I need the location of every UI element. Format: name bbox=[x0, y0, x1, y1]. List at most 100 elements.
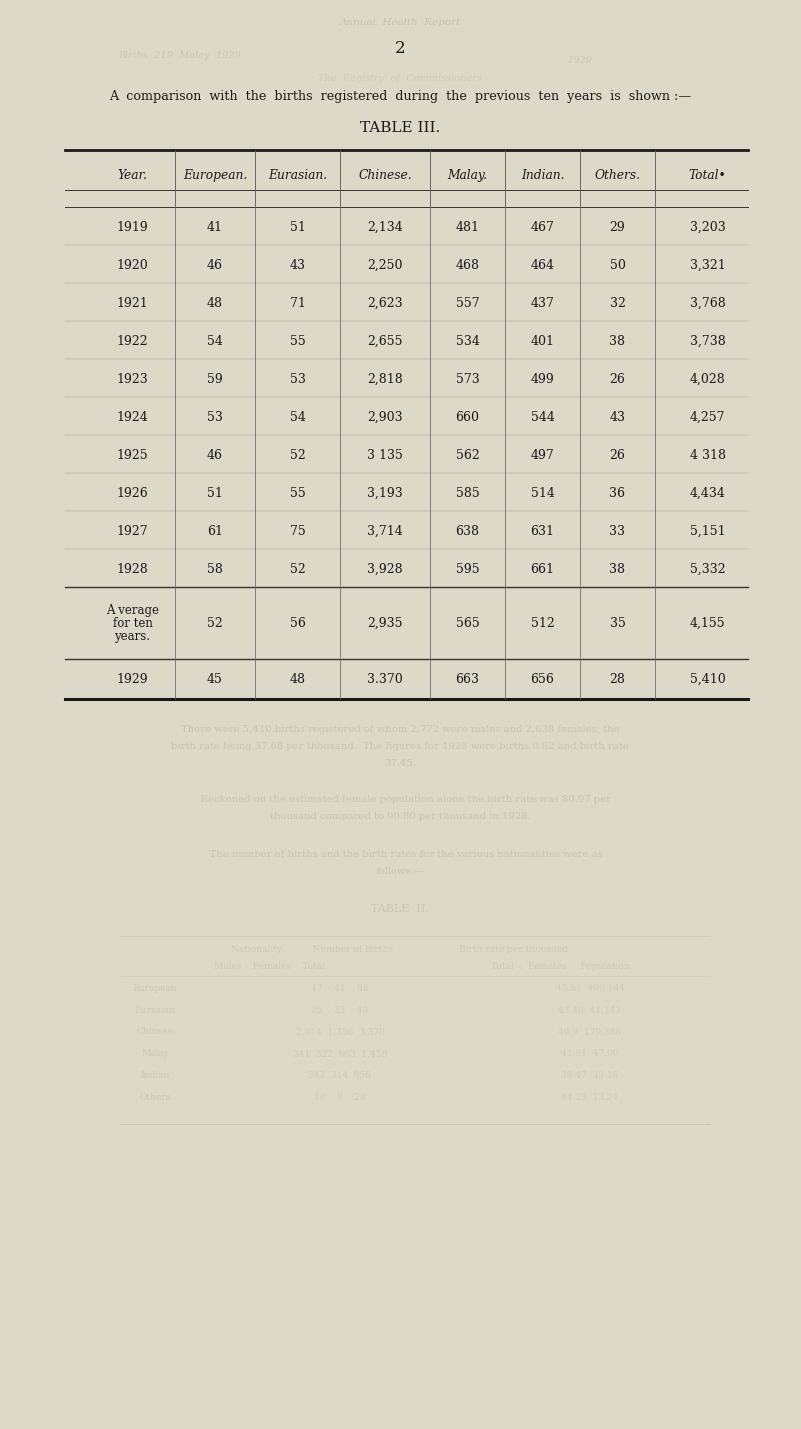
Text: Total•: Total• bbox=[689, 169, 727, 181]
Text: 1924: 1924 bbox=[117, 410, 148, 423]
Text: 595: 595 bbox=[456, 563, 479, 576]
Text: Others: Others bbox=[139, 1093, 171, 1103]
Text: 37.45.: 37.45. bbox=[384, 759, 416, 767]
Text: 61: 61 bbox=[207, 524, 223, 537]
Text: A  comparison  with  the  births  registered  during  the  previous  ten  years : A comparison with the births registered … bbox=[109, 90, 691, 103]
Text: 481: 481 bbox=[456, 220, 480, 233]
Text: 58: 58 bbox=[207, 563, 223, 576]
Text: 56: 56 bbox=[290, 616, 305, 630]
Text: 534: 534 bbox=[456, 334, 480, 347]
Text: 557: 557 bbox=[456, 296, 479, 310]
Text: Eurasian: Eurasian bbox=[135, 1006, 175, 1015]
Text: The number of births and the birth rates for the various nationalities were as: The number of births and the birth rates… bbox=[197, 849, 603, 859]
Text: European.: European. bbox=[183, 169, 248, 181]
Text: 1928: 1928 bbox=[117, 563, 148, 576]
Text: Indian: Indian bbox=[140, 1072, 170, 1080]
Text: 53: 53 bbox=[290, 373, 305, 386]
Text: 3,321: 3,321 bbox=[690, 259, 726, 272]
Text: Males    Females    Total: Males Females Total bbox=[215, 962, 325, 970]
Text: 401: 401 bbox=[530, 334, 554, 347]
Text: 2,935: 2,935 bbox=[367, 616, 403, 630]
Text: Births  219  Malay  1929: Births 219 Malay 1929 bbox=[119, 50, 241, 60]
Text: follows:—: follows:— bbox=[376, 866, 425, 876]
Text: 497: 497 bbox=[530, 449, 554, 462]
Text: 41: 41 bbox=[207, 220, 223, 233]
Text: 2,903: 2,903 bbox=[367, 410, 403, 423]
Text: 51: 51 bbox=[290, 220, 305, 233]
Text: TABLE III.: TABLE III. bbox=[360, 121, 440, 134]
Text: 52: 52 bbox=[290, 563, 305, 576]
Text: 2,818: 2,818 bbox=[367, 373, 403, 386]
Text: 32: 32 bbox=[610, 296, 626, 310]
Text: 1921: 1921 bbox=[117, 296, 148, 310]
Text: Total  :  Females  :  Population: Total : Females : Population bbox=[491, 962, 630, 970]
Text: Indian.: Indian. bbox=[521, 169, 564, 181]
Text: 3,193: 3,193 bbox=[367, 486, 403, 500]
Text: 512: 512 bbox=[530, 616, 554, 630]
Text: 51: 51 bbox=[207, 486, 223, 500]
Text: 26: 26 bbox=[610, 449, 626, 462]
Text: 4,155: 4,155 bbox=[690, 616, 726, 630]
Text: 5,332: 5,332 bbox=[690, 563, 726, 576]
Text: 4,028: 4,028 bbox=[690, 373, 726, 386]
Text: 1929: 1929 bbox=[117, 673, 148, 686]
Text: 29: 29 bbox=[610, 220, 626, 233]
Text: 45: 45 bbox=[207, 673, 223, 686]
Text: 585: 585 bbox=[456, 486, 479, 500]
Text: 468: 468 bbox=[456, 259, 480, 272]
Text: 1926: 1926 bbox=[117, 486, 148, 500]
Text: 1922: 1922 bbox=[117, 334, 148, 347]
Text: 638: 638 bbox=[456, 524, 480, 537]
Text: Year.: Year. bbox=[118, 169, 147, 181]
Text: 3,714: 3,714 bbox=[367, 524, 403, 537]
Text: 4,257: 4,257 bbox=[690, 410, 725, 423]
Text: A verage: A verage bbox=[106, 603, 159, 616]
Text: 4 318: 4 318 bbox=[690, 449, 726, 462]
Text: 75: 75 bbox=[290, 524, 305, 537]
Text: 43.40  41,143: 43.40 41,143 bbox=[558, 1006, 622, 1015]
Text: 1920: 1920 bbox=[117, 259, 148, 272]
Text: 1923: 1923 bbox=[117, 373, 148, 386]
Text: 55: 55 bbox=[290, 334, 305, 347]
Text: 631: 631 bbox=[530, 524, 554, 537]
Text: 2,655: 2,655 bbox=[367, 334, 403, 347]
Text: 59: 59 bbox=[207, 373, 223, 386]
Text: 52: 52 bbox=[207, 616, 223, 630]
Text: thousand compared to 90.80 per thousand in 1928.: thousand compared to 90.80 per thousand … bbox=[270, 812, 530, 820]
Text: 1927: 1927 bbox=[117, 524, 148, 537]
Text: 544: 544 bbox=[530, 410, 554, 423]
Text: Others.: Others. bbox=[594, 169, 641, 181]
Text: Malay: Malay bbox=[141, 1049, 169, 1059]
Text: There were 5,410 births registered of whom 2,772 were males and 2,638 females; t: There were 5,410 births registered of wh… bbox=[181, 725, 619, 733]
Text: 35: 35 bbox=[610, 616, 626, 630]
Text: Malay.: Malay. bbox=[448, 169, 488, 181]
Text: 36: 36 bbox=[610, 486, 626, 500]
Text: 49.9  179,386: 49.9 179,386 bbox=[558, 1027, 622, 1036]
Text: 2: 2 bbox=[395, 40, 405, 57]
Text: 514: 514 bbox=[530, 486, 554, 500]
Text: 33: 33 bbox=[610, 524, 626, 537]
Text: 5,410: 5,410 bbox=[690, 673, 726, 686]
Text: 656: 656 bbox=[530, 673, 554, 686]
Text: Eurasian.: Eurasian. bbox=[268, 169, 327, 181]
Text: 1929: 1929 bbox=[567, 56, 593, 64]
Text: 499: 499 bbox=[530, 373, 554, 386]
Text: Reckoned on the estimated female population alone the birth rate was 80.97 per: Reckoned on the estimated female populat… bbox=[188, 795, 611, 803]
Text: Annual  Health  Report: Annual Health Report bbox=[340, 17, 461, 27]
Text: 3,738: 3,738 bbox=[690, 334, 726, 347]
Text: 4,434: 4,434 bbox=[690, 486, 726, 500]
Text: 25    23    48: 25 23 48 bbox=[312, 1006, 368, 1015]
Text: 38.47  39.16: 38.47 39.16 bbox=[562, 1072, 618, 1080]
Text: Nationality.          Number of Births                       Birth rate per thou: Nationality. Number of Births Birth rate… bbox=[231, 945, 569, 953]
Text: 54: 54 bbox=[290, 410, 305, 423]
Text: 2,250: 2,250 bbox=[367, 259, 403, 272]
Text: 437: 437 bbox=[530, 296, 554, 310]
Text: 50: 50 bbox=[610, 259, 626, 272]
Text: 41.81  47.00: 41.81 47.00 bbox=[562, 1049, 618, 1059]
Text: 464: 464 bbox=[530, 259, 554, 272]
Text: European: European bbox=[133, 983, 177, 993]
Text: 28: 28 bbox=[610, 673, 626, 686]
Text: 2,623: 2,623 bbox=[367, 296, 403, 310]
Text: 3,928: 3,928 bbox=[367, 563, 403, 576]
Text: 38: 38 bbox=[610, 563, 626, 576]
